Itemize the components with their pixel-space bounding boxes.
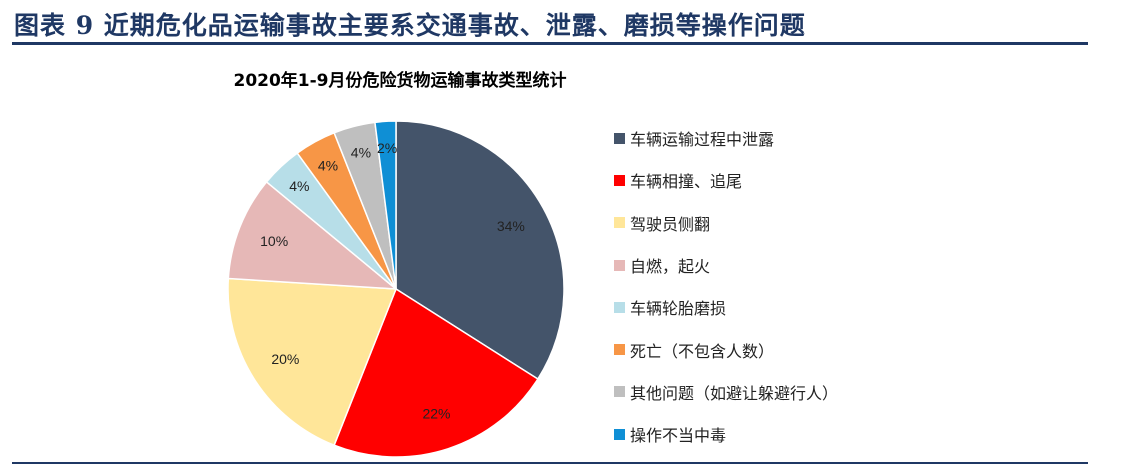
legend-item: 车辆相撞、追尾 (614, 159, 838, 201)
data-label: 4% (318, 157, 338, 173)
chart-title: 2020年1-9月份危险货物运输事故类型统计 (233, 71, 567, 91)
pie-slice (227, 277, 398, 447)
legend-label: 车辆运输过程中泄露 (630, 130, 775, 150)
pie-slice (374, 120, 397, 290)
pie-slice (395, 120, 565, 381)
legend-item: 自燃，起火 (614, 244, 838, 286)
figure-title: 图表 9 近期危化品运输事故主要系交通事故、泄露、磨损等操作问题 (14, 11, 806, 40)
legend-swatch (614, 301, 625, 313)
data-label: 22% (422, 406, 450, 422)
legend-swatch (614, 174, 625, 186)
legend-swatch (614, 259, 625, 271)
title-rule (12, 42, 1088, 45)
legend-swatch (614, 428, 625, 440)
data-label: 4% (351, 144, 371, 160)
data-label: 34% (497, 218, 525, 234)
legend-label: 操作不当中毒 (630, 426, 727, 446)
data-label: 2% (377, 140, 397, 156)
data-label: 4% (289, 178, 309, 194)
legend-item: 其他问题（如避让躲避行人） (614, 371, 838, 413)
legend-swatch (614, 344, 625, 356)
pie-chart: 34% 22% 20% 10% 4% 4% 4% 2% (227, 120, 565, 458)
legend-label: 自燃，起火 (630, 257, 711, 277)
legend-item: 车辆轮胎磨损 (614, 286, 838, 328)
legend-label: 驾驶员侧翻 (630, 214, 711, 234)
legend-swatch (614, 386, 625, 398)
pie-slice (333, 287, 539, 458)
legend-swatch (614, 217, 625, 229)
legend-label: 车辆相撞、追尾 (630, 172, 743, 192)
legend-item: 驾驶员侧翻 (614, 202, 838, 244)
pie-slice (227, 180, 399, 290)
legend-label: 其他问题（如避让躲避行人） (630, 383, 839, 403)
legend-swatch (614, 132, 625, 144)
legend-item: 死亡（不包含人数） (614, 328, 838, 370)
legend-label: 死亡（不包含人数） (630, 341, 775, 361)
legend: 车辆运输过程中泄露 车辆相撞、追尾 驾驶员侧翻自燃，起火车辆轮胎磨损死亡（不包含人数… (614, 117, 838, 455)
legend-item: 操作不当中毒 (614, 413, 838, 455)
data-label: 10% (260, 233, 288, 249)
legend-label: 车辆轮胎磨损 (630, 299, 727, 319)
legend-item: 车辆运输过程中泄露 (614, 117, 838, 159)
data-label: 20% (271, 351, 299, 367)
bottom-rule (12, 462, 1088, 464)
